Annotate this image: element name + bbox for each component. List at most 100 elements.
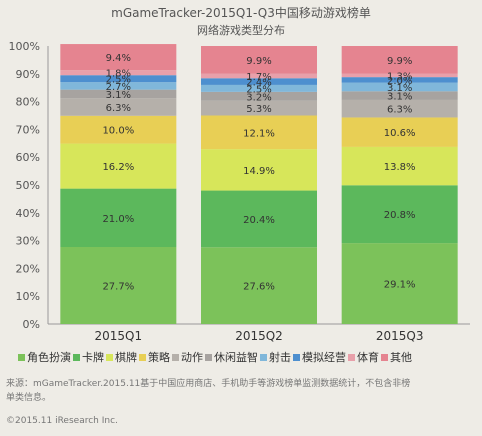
bar-segment [201, 100, 317, 116]
data-label: 2.5% [106, 75, 131, 86]
stacked-bar-chart: 0% 10% 20% 30% 40% 50% 60% 70% 80% 90% 100% 27.7% 21… [9, 40, 470, 343]
chart-title: mGameTracker-2015Q1-Q3中国移动游戏榜单 [111, 6, 371, 20]
legend-label: 体育 [357, 351, 379, 364]
data-label: 1.7% [246, 72, 271, 83]
x-tick-label: 2015Q2 [235, 329, 283, 343]
y-tick-label: 100% [9, 40, 40, 53]
data-label: 21.0% [102, 214, 134, 225]
legend-swatch [18, 354, 25, 361]
y-tick-label: 10% [16, 290, 40, 303]
bar-segment [341, 73, 458, 78]
legend-item: 射击 [260, 349, 291, 365]
bar-segment [201, 78, 317, 85]
data-label: 27.7% [102, 281, 134, 292]
data-label: 9.9% [246, 56, 271, 67]
bar-segment [341, 82, 458, 92]
data-label: 6.3% [387, 105, 412, 116]
chart-subtitle: 网络游戏类型分布 [197, 24, 285, 37]
bar-segment [60, 143, 177, 189]
data-label: 20.4% [243, 215, 275, 226]
data-label: 10.0% [102, 126, 134, 137]
data-label: 12.1% [243, 128, 275, 139]
data-label: 9.9% [387, 56, 412, 67]
legend-label: 模拟经营 [302, 351, 346, 364]
y-tick-label: 80% [16, 96, 40, 109]
legend-swatch [293, 354, 300, 361]
legend-item: 其他 [381, 349, 412, 365]
bar-segment [60, 188, 177, 247]
bar-segment [341, 243, 458, 324]
data-label: 3.1% [387, 83, 412, 94]
bar-segment [60, 75, 177, 83]
data-label: 6.3% [106, 103, 131, 114]
legend-item: 棋牌 [106, 349, 137, 365]
data-label: 3.1% [106, 90, 131, 101]
bar-segment [60, 70, 177, 76]
y-tick-label: 20% [16, 262, 40, 275]
chart-legend: 角色扮演 卡牌 棋牌 策略 动作 休闲益智 射击 模拟经营 体育 其他 [18, 349, 482, 365]
legend-item: 角色扮演 [18, 349, 71, 365]
y-tick-label: 90% [16, 68, 40, 81]
data-label: 2.4% [246, 78, 271, 89]
bar-segment [60, 44, 177, 71]
bar-segment [201, 46, 317, 74]
y-tick-label: 40% [16, 207, 40, 220]
bar-segment [60, 98, 177, 116]
data-label: 2.7% [106, 82, 131, 93]
y-tick-label: 50% [16, 179, 40, 192]
x-tick-label: 2015Q3 [376, 329, 424, 343]
legend-item: 动作 [172, 349, 203, 365]
bar-segment [60, 82, 177, 90]
bar-segment [60, 246, 177, 324]
bar-segment [60, 115, 177, 144]
bar-segment [60, 89, 177, 99]
y-tick-label: 70% [16, 123, 40, 136]
data-label: 1.8% [106, 69, 131, 80]
bar-segment [201, 247, 317, 324]
legend-swatch [260, 354, 267, 361]
bar-segment [341, 117, 458, 147]
data-label: 2.0% [387, 76, 412, 87]
y-tick-label: 60% [16, 151, 40, 164]
data-label: 3.1% [387, 92, 412, 103]
legend-label: 角色扮演 [27, 351, 71, 364]
y-tick-label: 0% [23, 318, 40, 331]
legend-swatch [348, 354, 355, 361]
copyright-text: ©2015.11 iResearch Inc. [6, 416, 118, 426]
legend-item: 策略 [139, 349, 170, 365]
legend-swatch [139, 354, 146, 361]
bar-segment [201, 149, 317, 191]
legend-swatch [73, 354, 80, 361]
bar-segment [341, 99, 458, 118]
data-label: 14.9% [243, 166, 275, 177]
y-tick-label: 30% [16, 235, 40, 248]
legend-label: 卡牌 [82, 351, 104, 364]
data-label: 20.8% [384, 210, 416, 221]
data-label: 29.1% [384, 280, 416, 291]
data-label: 5.3% [246, 104, 271, 115]
x-tick-label: 2015Q1 [95, 329, 143, 343]
bar-segment [201, 73, 317, 79]
legend-label: 射击 [269, 351, 291, 364]
bar-segment [341, 185, 458, 244]
legend-label: 策略 [148, 351, 170, 364]
legend-swatch [381, 354, 388, 361]
source-note: 来源：mGameTracker.2015.11基于中国应用商店、手机助手等游戏榜… [6, 379, 411, 389]
legend-swatch [172, 354, 179, 361]
bar-segment [341, 77, 458, 83]
bar-segment [201, 84, 317, 92]
bar-segment [201, 115, 317, 150]
legend-item: 卡牌 [73, 349, 104, 365]
data-label: 16.2% [102, 162, 134, 173]
legend-label: 休闲益智 [214, 351, 258, 364]
bar-segment [341, 146, 458, 186]
legend-swatch [205, 354, 212, 361]
legend-label: 其他 [390, 351, 412, 364]
legend-swatch [106, 354, 113, 361]
data-label: 1.3% [387, 71, 412, 82]
legend-item: 体育 [348, 349, 379, 365]
bar-segment [201, 190, 317, 248]
source-note-continued: 单类信息。 [6, 393, 52, 403]
legend-item: 休闲益智 [205, 349, 258, 365]
data-label: 27.6% [243, 282, 275, 293]
